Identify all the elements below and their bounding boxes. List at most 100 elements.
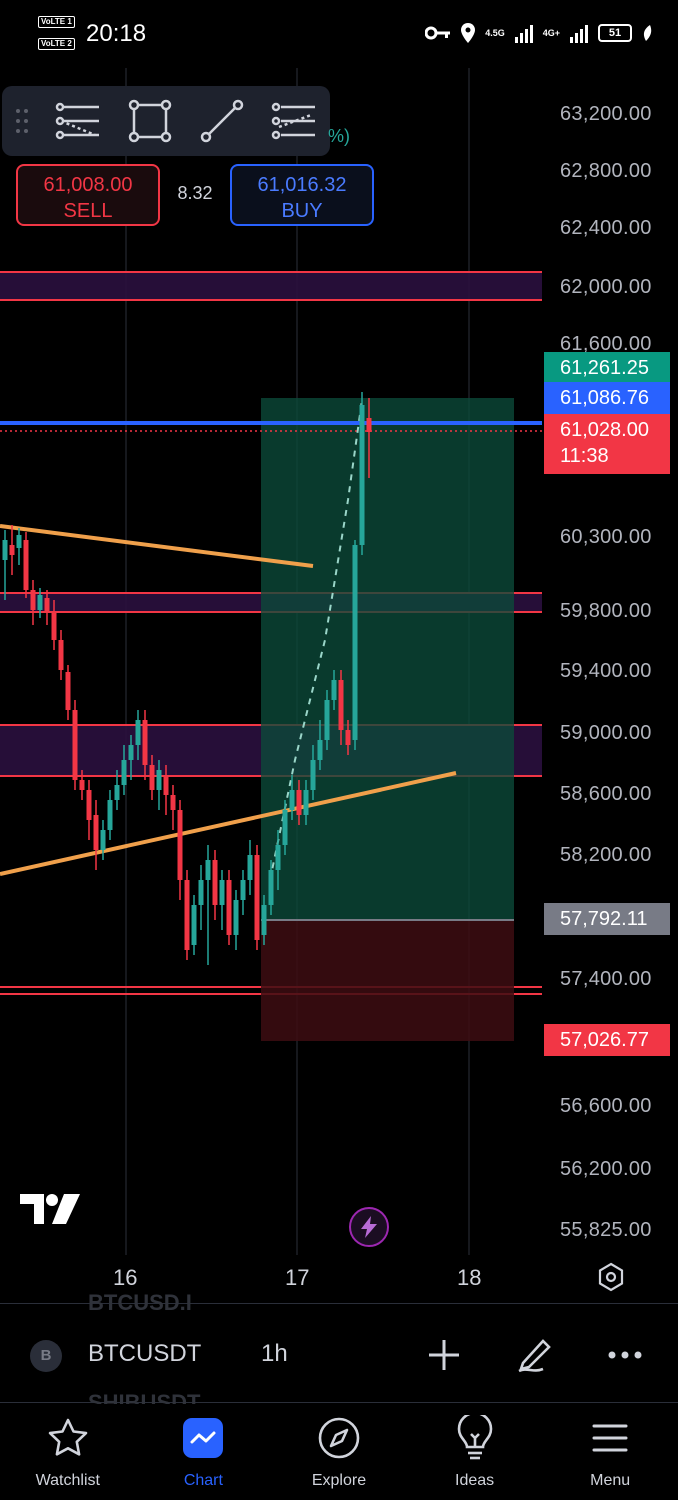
fib-retracement-tool-icon[interactable] <box>42 86 114 156</box>
candle-up <box>219 880 225 905</box>
candle-down <box>23 540 29 590</box>
parallel-channel-tool-icon[interactable] <box>258 86 330 156</box>
candle-down <box>338 680 344 730</box>
candle-down <box>212 860 218 905</box>
drawing-toolbar[interactable] <box>2 86 330 156</box>
symbol-name[interactable]: BTCUSDT <box>88 1340 202 1367</box>
prev-symbol-ghost: BTCUSD.I <box>88 1290 192 1315</box>
price-projection-path <box>269 399 363 881</box>
candle-up <box>107 800 113 830</box>
nav-ideas[interactable]: Ideas <box>407 1404 543 1500</box>
lightbulb-icon <box>407 1414 543 1462</box>
sell-label: SELL <box>63 200 113 222</box>
candle-down <box>51 612 57 640</box>
candle-up <box>359 405 365 545</box>
candle-up <box>324 700 330 740</box>
price-axis-label: 60,300.00 <box>560 526 652 548</box>
candle-down <box>79 780 85 790</box>
candlestick-series[interactable] <box>2 392 372 965</box>
candle-down <box>366 418 372 432</box>
location-icon <box>461 23 476 43</box>
price-axis-label: 62,800.00 <box>560 160 652 182</box>
candle-down <box>184 880 190 950</box>
trendline-tool-icon[interactable] <box>186 86 258 156</box>
price-chart-canvas[interactable] <box>0 68 678 1303</box>
price-axis-label: 58,200.00 <box>560 844 652 866</box>
last-price-value: 61,028.00 <box>560 419 649 441</box>
candle-up <box>114 785 120 800</box>
candle-down <box>86 790 92 820</box>
candle-up <box>275 845 281 870</box>
settings-hexagon-icon[interactable] <box>596 1262 626 1292</box>
symbol-bar[interactable]: BTCUSD.I SHIBUSDT B BTCUSDT 1h <box>0 1290 678 1415</box>
candle-down <box>72 710 78 780</box>
candle-down <box>226 880 232 935</box>
candle-down <box>93 815 99 850</box>
bottom-navigation[interactable]: Watchlist Chart Explore Ideas Menu <box>0 1404 678 1500</box>
candle-down <box>254 855 260 940</box>
symbol-badge: B <box>30 1340 62 1372</box>
price-axis-label: 55,825.00 <box>560 1219 652 1241</box>
nav-chart[interactable]: Chart <box>136 1404 272 1500</box>
candle-down <box>177 810 183 880</box>
stop-loss-zone[interactable] <box>261 920 514 1041</box>
candle-up <box>156 770 162 790</box>
interval-selector[interactable]: 1h <box>261 1340 288 1367</box>
chart-area[interactable]: %) 61,008.00 SELL 8.32 61,016.32 BUY 63,… <box>0 68 678 1303</box>
candle-down <box>9 545 15 555</box>
volte-2-badge: VoLTE 2 <box>38 38 75 50</box>
time-axis-label: 17 <box>285 1265 310 1290</box>
candle-countdown: 11:38 <box>560 445 609 467</box>
resistance-zone[interactable] <box>0 272 542 300</box>
candle-down <box>163 775 169 795</box>
star-icon <box>0 1414 136 1462</box>
nav-explore[interactable]: Explore <box>271 1404 407 1500</box>
rectangle-tool-icon[interactable] <box>114 86 186 156</box>
signal-2-icon <box>570 23 588 43</box>
candle-down <box>65 672 71 710</box>
buy-label: BUY <box>281 200 323 222</box>
candle-down <box>44 598 50 612</box>
volte-1-badge: VoLTE 1 <box>38 16 75 28</box>
compass-icon <box>271 1414 407 1462</box>
tradingview-logo-icon[interactable] <box>20 1192 82 1226</box>
candle-up <box>282 810 288 845</box>
candle-up <box>100 830 106 850</box>
lightning-icon[interactable] <box>349 1207 389 1247</box>
candle-up <box>247 855 253 880</box>
drag-handle-icon[interactable] <box>2 86 42 156</box>
more-icon[interactable] <box>602 1332 648 1378</box>
sell-button[interactable]: 61,008.00 SELL <box>16 164 160 226</box>
nav-menu[interactable]: Menu <box>542 1404 678 1500</box>
network-1-label: 4.5G <box>485 28 505 38</box>
signal-1-icon <box>514 23 533 43</box>
candle-up <box>135 720 141 745</box>
stop-price-tag: 57,026.77 <box>544 1024 670 1056</box>
candle-up <box>233 900 239 935</box>
pencil-icon[interactable] <box>512 1332 558 1378</box>
status-bar: VoLTE 1 VoLTE 2 20:18 4.5G 4G+ 51 <box>0 0 678 68</box>
candle-down <box>58 640 64 670</box>
candle-up <box>205 860 211 880</box>
candle-down <box>149 765 155 790</box>
candle-down <box>296 790 302 815</box>
candle-up <box>198 880 204 905</box>
change-percent-fragment: %) <box>328 126 350 146</box>
price-axis-label: 58,600.00 <box>560 783 652 805</box>
candle-up <box>303 790 309 815</box>
trendline-upper[interactable] <box>0 524 314 568</box>
status-icons: 4.5G 4G+ 51 <box>425 18 652 48</box>
spread-value: 8.32 <box>177 183 213 203</box>
plus-icon[interactable] <box>421 1332 467 1378</box>
buy-button[interactable]: 61,016.32 BUY <box>230 164 374 226</box>
price-axis-label: 63,200.00 <box>560 103 652 125</box>
trendline-lower[interactable] <box>0 771 457 876</box>
candle-down <box>30 590 36 610</box>
candle-up <box>331 680 337 700</box>
leaf-icon <box>643 25 652 41</box>
profit-target-zone[interactable] <box>261 398 514 920</box>
candle-up <box>16 535 22 548</box>
candle-down <box>345 730 351 745</box>
nav-watchlist[interactable]: Watchlist <box>0 1404 136 1500</box>
candle-up <box>2 540 8 560</box>
